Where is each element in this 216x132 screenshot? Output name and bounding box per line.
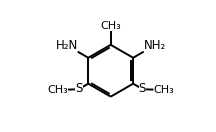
Text: CH₃: CH₃	[48, 85, 68, 95]
Text: CH₃: CH₃	[153, 85, 174, 95]
Text: H₂N: H₂N	[56, 39, 78, 52]
Text: CH₃: CH₃	[100, 21, 121, 31]
Text: S: S	[139, 82, 146, 95]
Text: S: S	[75, 82, 83, 95]
Text: NH₂: NH₂	[143, 39, 166, 52]
